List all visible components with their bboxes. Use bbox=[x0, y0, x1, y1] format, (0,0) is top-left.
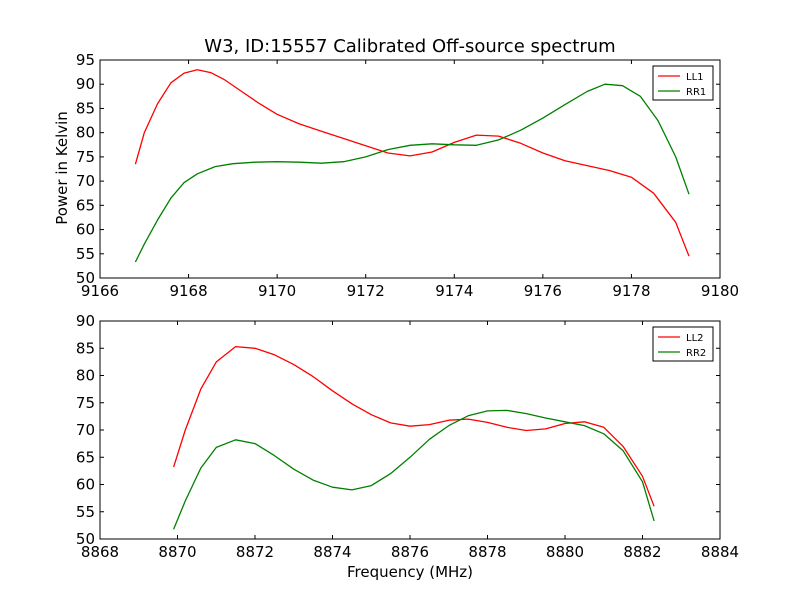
y-tick-label: 85 bbox=[76, 339, 95, 357]
y-tick-label: 80 bbox=[76, 367, 95, 385]
x-tick-label: 9174 bbox=[435, 282, 473, 300]
legend-box bbox=[652, 65, 714, 101]
y-tick-label: 80 bbox=[76, 124, 95, 142]
axes-frame bbox=[99, 59, 721, 279]
x-tick-label: 8878 bbox=[468, 543, 506, 561]
x-tick-label: 8872 bbox=[236, 543, 274, 561]
plot-area bbox=[100, 321, 720, 539]
legend-label-ll2: LL2 bbox=[686, 333, 704, 344]
x-tick-label: 9170 bbox=[258, 282, 296, 300]
top-spectrum-panel: 9166 9168 9170 9172 9174 9176 9178 9180 50 55 60 65… bbox=[76, 51, 739, 300]
y-tick-label: 90 bbox=[76, 75, 95, 93]
y-tick-label: 75 bbox=[76, 394, 95, 412]
series-line-rr2 bbox=[172, 409, 655, 530]
x-tick-label: 8868 bbox=[81, 543, 119, 561]
x-tick-label: 8884 bbox=[701, 543, 739, 561]
y-tick-label: 95 bbox=[76, 51, 95, 69]
x-tick-label: 8876 bbox=[391, 543, 429, 561]
legend-label-ll1: LL1 bbox=[686, 72, 704, 83]
x-tick-label: 8882 bbox=[623, 543, 661, 561]
x-tick-label: 8874 bbox=[313, 543, 351, 561]
x-tick-label: 9178 bbox=[612, 282, 650, 300]
series-line-ll1 bbox=[134, 69, 690, 257]
plot-area bbox=[100, 60, 720, 278]
x-tick-label: 9176 bbox=[524, 282, 562, 300]
chart-title: W3, ID:15557 Calibrated Off-source spect… bbox=[204, 36, 615, 57]
legend-label-rr1: RR1 bbox=[686, 87, 706, 98]
legend-label-rr2: RR2 bbox=[686, 348, 706, 359]
x-tick-label: 9172 bbox=[347, 282, 385, 300]
x-tick-label: 8870 bbox=[158, 543, 196, 561]
y-tick-label: 65 bbox=[76, 196, 95, 214]
y-tick-label: 55 bbox=[76, 245, 95, 263]
x-tick-label: 9166 bbox=[81, 282, 119, 300]
y-tick-label: 70 bbox=[76, 172, 95, 190]
y-tick-label: 50 bbox=[76, 269, 95, 287]
y-tick-label: 60 bbox=[76, 476, 95, 494]
y-axis-label: Power in Kelvin bbox=[53, 111, 71, 225]
x-tick-label: 9180 bbox=[701, 282, 739, 300]
y-tick-label: 90 bbox=[76, 312, 95, 330]
y-tick-label: 65 bbox=[76, 448, 95, 466]
bottom-spectrum-panel: 8868 8870 8872 8874 8876 8878 8880 8882 8884 50 55… bbox=[76, 312, 739, 561]
y-tick-label: 70 bbox=[76, 421, 95, 439]
series-line-rr1 bbox=[134, 83, 690, 263]
series-line-ll2 bbox=[172, 345, 655, 507]
x-tick-label: 9168 bbox=[169, 282, 207, 300]
y-tick-label: 85 bbox=[76, 99, 95, 117]
y-tick-label: 60 bbox=[76, 221, 95, 239]
legend-box bbox=[652, 326, 714, 362]
y-tick-label: 75 bbox=[76, 148, 95, 166]
y-tick-label: 55 bbox=[76, 503, 95, 521]
x-axis-label: Frequency (MHz) bbox=[347, 563, 473, 581]
y-tick-label: 50 bbox=[76, 530, 95, 548]
x-tick-label: 8880 bbox=[546, 543, 584, 561]
